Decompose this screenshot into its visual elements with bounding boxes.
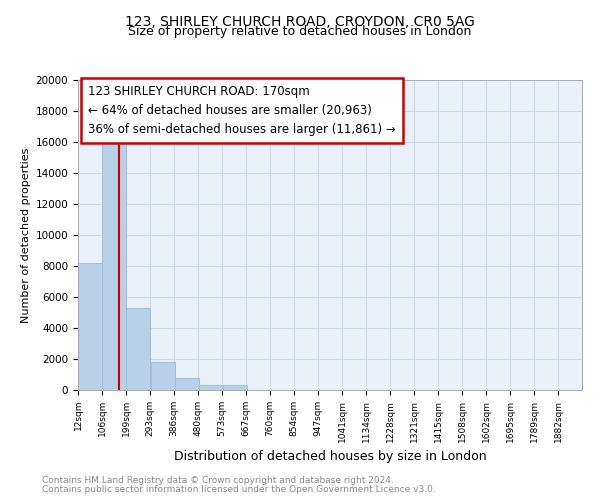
Bar — [78, 263, 102, 390]
Bar — [151, 362, 175, 390]
Text: 123 SHIRLEY CHURCH ROAD: 170sqm
← 64% of detached houses are smaller (20,963)
36: 123 SHIRLEY CHURCH ROAD: 170sqm ← 64% of… — [88, 84, 396, 136]
Bar — [126, 308, 150, 390]
Y-axis label: Number of detached properties: Number of detached properties — [22, 148, 31, 322]
Text: Contains HM Land Registry data © Crown copyright and database right 2024.: Contains HM Land Registry data © Crown c… — [42, 476, 394, 485]
Bar — [102, 134, 126, 390]
Text: Contains public sector information licensed under the Open Government Licence v3: Contains public sector information licen… — [42, 484, 436, 494]
Bar — [223, 384, 247, 390]
Text: 123, SHIRLEY CHURCH ROAD, CROYDON, CR0 5AG: 123, SHIRLEY CHURCH ROAD, CROYDON, CR0 5… — [125, 15, 475, 29]
Text: Size of property relative to detached houses in London: Size of property relative to detached ho… — [128, 25, 472, 38]
Bar — [199, 384, 223, 390]
X-axis label: Distribution of detached houses by size in London: Distribution of detached houses by size … — [173, 450, 487, 463]
Bar — [175, 378, 199, 390]
